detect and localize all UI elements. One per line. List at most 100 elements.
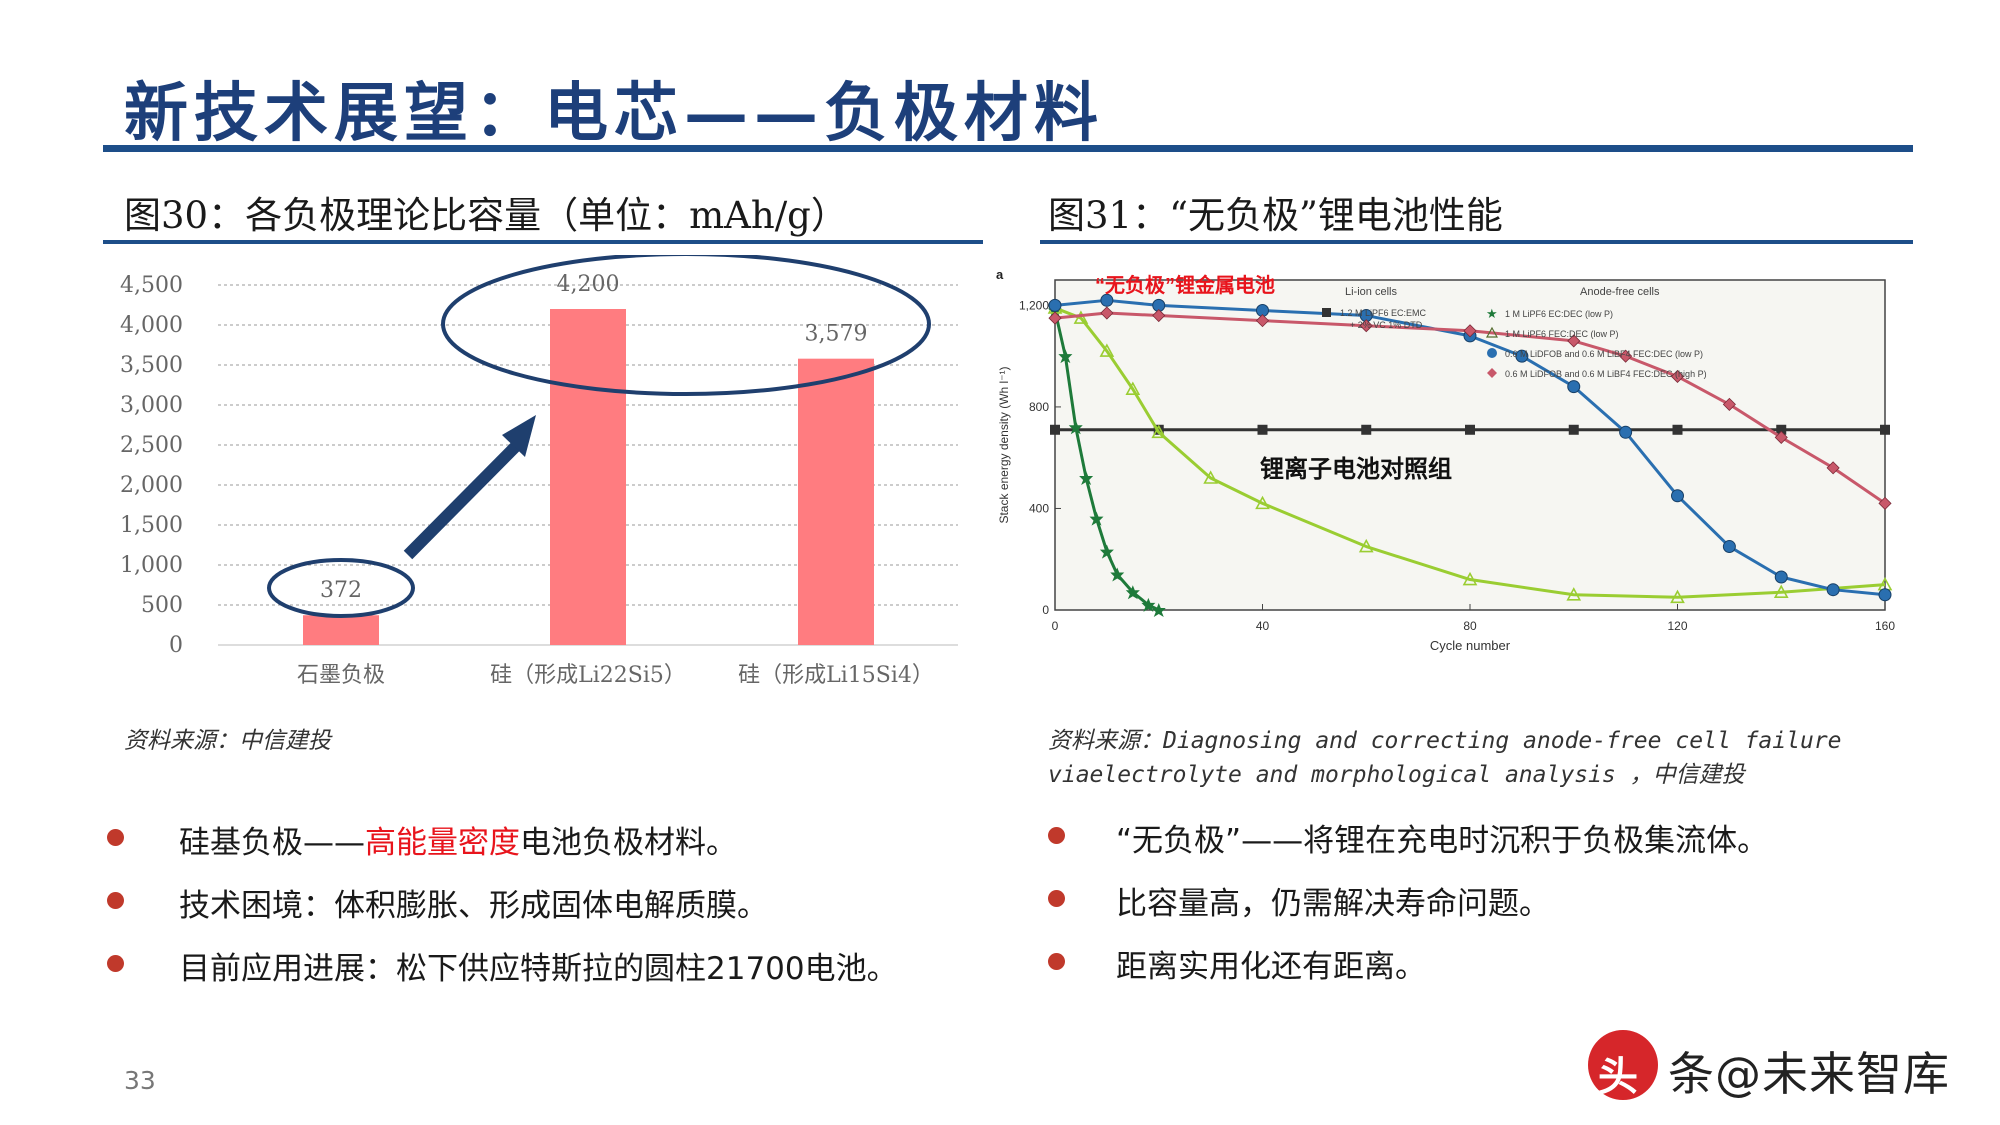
legend-entry: 1 M LiPF6 EC:DEC (low P): [1505, 309, 1613, 319]
data-point: [1515, 349, 1529, 363]
data-point: [1255, 495, 1270, 510]
y-tick-label: 500: [141, 593, 183, 618]
data-point: [1099, 343, 1115, 357]
capacity-bar-chart: 0 500 1,000 1,500 2,000 2,500 3,000 3,500 4,000 4…: [120, 255, 958, 688]
data-point: [1152, 308, 1166, 323]
anode-free-callout: “无负极”锂金属电池: [1095, 273, 1275, 297]
data-point: [1465, 424, 1475, 435]
legend-marker: [1485, 326, 1499, 338]
data-point: [1110, 567, 1125, 582]
data-point: [1089, 511, 1104, 526]
figure31-source: 资料来源：Diagnosing and correcting anode-fre…: [1048, 724, 1908, 792]
y-axis-label: Stack energy density (Wh l⁻¹): [997, 366, 1011, 523]
data-point: [1255, 314, 1270, 328]
bullet-dot-icon: [1048, 827, 1065, 844]
highlight-ellipse: [441, 255, 931, 396]
y-tick-label: 0: [1042, 603, 1049, 617]
trend-arrow-head-icon: [502, 415, 536, 457]
y-tick-label: 2,000: [120, 473, 183, 498]
y-tick-label: 3,500: [120, 353, 183, 378]
data-point: [1359, 319, 1373, 333]
legend-entry: 0.6 M LiDFOB and 0.6 M LiBF4 FEC:DEC (hi…: [1505, 369, 1707, 379]
figure30-source: 资料来源：中信建投: [124, 728, 331, 754]
data-point: [1079, 471, 1094, 485]
data-point: [1125, 381, 1141, 395]
data-point: [1151, 603, 1166, 617]
slide-title: 新技术展望：电芯——负极材料: [124, 76, 1104, 151]
y-tick-label: 0: [169, 633, 183, 658]
x-category-label: 硅（形成Li22Si5）: [490, 663, 686, 688]
bar: [550, 309, 626, 645]
bar: [303, 615, 379, 645]
series-line: [1053, 310, 1160, 612]
x-category-label: 石墨负极: [297, 663, 385, 688]
bullet-text: “无负极”——将锂在充电时沉积于负极集流体。: [1116, 823, 1769, 859]
data-point: [1567, 334, 1581, 348]
data-point: [1671, 489, 1684, 503]
y-tick-label: 800: [1029, 400, 1049, 414]
legend-marker: ★: [1486, 306, 1498, 321]
data-point: [1878, 496, 1892, 510]
li-ion-callout: 锂离子电池对照组: [1260, 455, 1452, 483]
data-point: [1100, 306, 1114, 320]
legend-entry: 1.2 M LiPF6 EC:EMC: [1340, 308, 1427, 318]
x-tick-label: 80: [1463, 619, 1477, 633]
data-point: [1722, 540, 1736, 554]
data-point: [1048, 298, 1062, 312]
watermark-seal-icon: 头: [1588, 1030, 1658, 1100]
bullet-text: 目前应用进展：松下供应特斯拉的圆柱21700电池。: [179, 951, 898, 987]
data-point: [1776, 424, 1787, 435]
trend-arrow-shaft: [403, 438, 524, 560]
y-tick-label: 4,000: [120, 313, 183, 338]
data-point: [1068, 420, 1083, 435]
title-divider: [103, 145, 1913, 152]
x-tick-label: 160: [1875, 619, 1895, 633]
figure31-divider: [1040, 240, 1913, 244]
legend-heading: Anode-free cells: [1580, 286, 1660, 298]
figure30-title: 图30：各负极理论比容量（单位：mAh/g）: [124, 194, 848, 237]
data-point: [1566, 587, 1582, 601]
data-point: [1670, 369, 1685, 384]
highlight-ellipse: [267, 558, 415, 618]
bullet-dot-icon: [107, 955, 124, 972]
series-line: [1054, 306, 1886, 599]
data-point: [1826, 583, 1840, 597]
bullet-dot-icon: [1048, 953, 1065, 970]
series-line: [1054, 298, 1886, 597]
data-point: [1567, 380, 1581, 394]
bullet-text: 比容量高，仍需解决寿命问题。: [1116, 886, 1550, 922]
data-point: [1361, 424, 1372, 435]
bullet-dot-icon: [107, 892, 124, 909]
data-point: [1774, 430, 1788, 444]
bar-value-label: 372: [320, 578, 362, 603]
data-point: [1880, 424, 1890, 435]
y-tick-label: 400: [1029, 501, 1049, 515]
data-point: [1100, 293, 1114, 307]
legend-marker: [1487, 368, 1497, 378]
data-point: [1774, 570, 1788, 584]
bullet-dot-icon: [107, 829, 124, 846]
data-point: [1203, 470, 1218, 484]
panel-letter: a: [996, 267, 1004, 282]
y-tick-label: 3,000: [120, 393, 183, 418]
data-point: [1462, 571, 1478, 586]
bullet-dot-icon: [1048, 890, 1065, 907]
x-category-label: 硅（形成Li15Si4）: [738, 663, 934, 688]
watermark: 头 条@未来智库: [1588, 1030, 1968, 1105]
legend-marker: [1487, 348, 1497, 358]
x-tick-label: 120: [1667, 619, 1687, 633]
figure31-source-line2: viaelectrolyte and morphological analysi…: [1048, 762, 1745, 788]
legend-entry: + 2% VC 1% DTD: [1350, 320, 1423, 330]
watermark-text: 条@未来智库: [1668, 1047, 1950, 1101]
y-tick-label: 1,500: [120, 513, 183, 538]
legend-heading: Li-ion cells: [1345, 286, 1397, 298]
data-point: [1878, 588, 1892, 602]
data-point: [1619, 349, 1633, 363]
bar: [798, 358, 874, 645]
figure31-source-line1: 资料来源：Diagnosing and correcting anode-fre…: [1048, 728, 1842, 754]
legend-entry: 0.6 M LiDFOB and 0.6 M LiBF4 FEC:DEC (lo…: [1505, 349, 1703, 359]
y-tick-label: 2,500: [120, 433, 183, 458]
anode-free-performance-chart: a 0 40 80 120 160 0 400 800 1,200 Cycle number Stac…: [996, 267, 1895, 653]
bullet-text: 距离实用化还有距离。: [1116, 949, 1426, 985]
legend-marker: [1322, 308, 1331, 317]
